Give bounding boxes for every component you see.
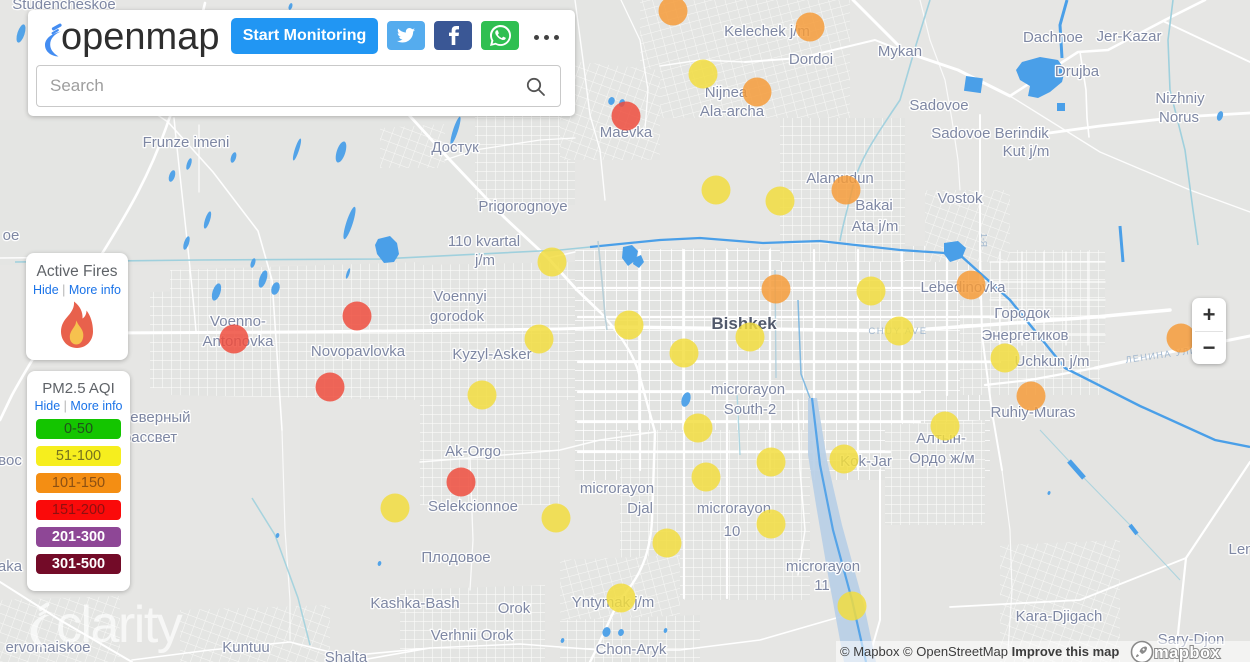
svg-text:microrayon: microrayon: [786, 558, 860, 575]
svg-text:11: 11: [814, 577, 830, 594]
svg-text:Ruhiy-Muras: Ruhiy-Muras: [990, 404, 1075, 421]
svg-text:110 kvartal: 110 kvartal: [448, 233, 520, 250]
svg-text:Kelechek j/m: Kelechek j/m: [724, 23, 810, 40]
svg-text:Shalta: Shalta: [325, 649, 368, 662]
svg-text:microrayon: microrayon: [697, 500, 771, 517]
svg-text:Северный: Северный: [119, 409, 190, 426]
svg-text:Ala-archa: Ala-archa: [700, 103, 765, 120]
svg-text:Sadovoe: Sadovoe: [909, 97, 968, 114]
svg-text:Городок: Городок: [994, 305, 1050, 322]
svg-text:Плодовое: Плодовое: [421, 549, 490, 566]
svg-text:Dordoi: Dordoi: [789, 51, 833, 68]
svg-text:Kashka-Bash: Kashka-Bash: [370, 595, 459, 612]
svg-text:Norus: Norus: [1159, 109, 1199, 126]
svg-text:рассвет: рассвет: [123, 429, 177, 446]
svg-text:Novopavlovka: Novopavlovka: [311, 343, 406, 360]
svg-text:Sadovoe Berindik: Sadovoe Berindik: [931, 125, 1049, 142]
svg-text:ervomaiskoe: ervomaiskoe: [5, 639, 90, 656]
svg-text:Maevka: Maevka: [600, 124, 653, 141]
svg-text:Kara-Djigach: Kara-Djigach: [1016, 608, 1103, 625]
svg-text:Voenno-: Voenno-: [210, 313, 266, 330]
svg-text:Selekcionnoe: Selekcionnoe: [428, 498, 518, 515]
svg-text:Kuntuu: Kuntuu: [222, 639, 270, 656]
svg-text:вос: вос: [0, 452, 22, 469]
svg-text:Frunze imeni: Frunze imeni: [143, 134, 230, 151]
svg-text:microrayon: microrayon: [711, 381, 785, 398]
svg-text:Достук: Достук: [431, 139, 479, 156]
svg-text:Kut j/m: Kut j/m: [1003, 143, 1050, 160]
svg-text:Verhnii Orok: Verhnii Orok: [431, 627, 514, 644]
svg-text:Drujba: Drujba: [1055, 63, 1100, 80]
svg-text:Энергетиков: Энергетиков: [981, 327, 1068, 344]
svg-text:microrayon: microrayon: [580, 480, 654, 497]
svg-text:Len: Len: [1228, 541, 1250, 558]
svg-text:Dachnoe: Dachnoe: [1023, 29, 1083, 46]
svg-text:aka: aka: [0, 558, 23, 575]
svg-text:Vostok: Vostok: [937, 190, 983, 207]
svg-text:South-2: South-2: [724, 401, 777, 418]
svg-text:j/m: j/m: [474, 252, 495, 269]
svg-text:Ордо ж/м: Ордо ж/м: [909, 450, 974, 467]
svg-text:Uchkun j/m: Uchkun j/m: [1014, 353, 1089, 370]
svg-text:mapbox: mapbox: [1154, 644, 1221, 662]
svg-text:gorodok: gorodok: [430, 308, 485, 325]
svg-text:oe: oe: [3, 227, 20, 244]
svg-text:Djal: Djal: [627, 500, 653, 517]
svg-text:Kyzyl-Asker: Kyzyl-Asker: [452, 346, 531, 363]
svg-text:clarity: clarity: [56, 596, 183, 654]
svg-text:Nizhniy: Nizhniy: [1155, 90, 1205, 107]
svg-text:Bakai: Bakai: [855, 197, 893, 214]
svg-text:Orok: Orok: [498, 600, 531, 617]
svg-text:10: 10: [724, 523, 741, 540]
svg-text:Voennyi: Voennyi: [433, 288, 486, 305]
svg-text:Ata j/m: Ata j/m: [852, 218, 899, 235]
svg-text:Ak-Orgo: Ak-Orgo: [445, 443, 501, 460]
svg-text:Prigorognoye: Prigorognoye: [478, 198, 567, 215]
svg-text:Nijnea: Nijnea: [705, 84, 748, 101]
svg-text:Jer-Kazar: Jer-Kazar: [1096, 28, 1161, 45]
svg-text:Chon-Aryk: Chon-Aryk: [596, 641, 667, 658]
svg-text:Mykan: Mykan: [878, 43, 922, 60]
svg-text:1-Я: 1-Я: [979, 233, 989, 247]
